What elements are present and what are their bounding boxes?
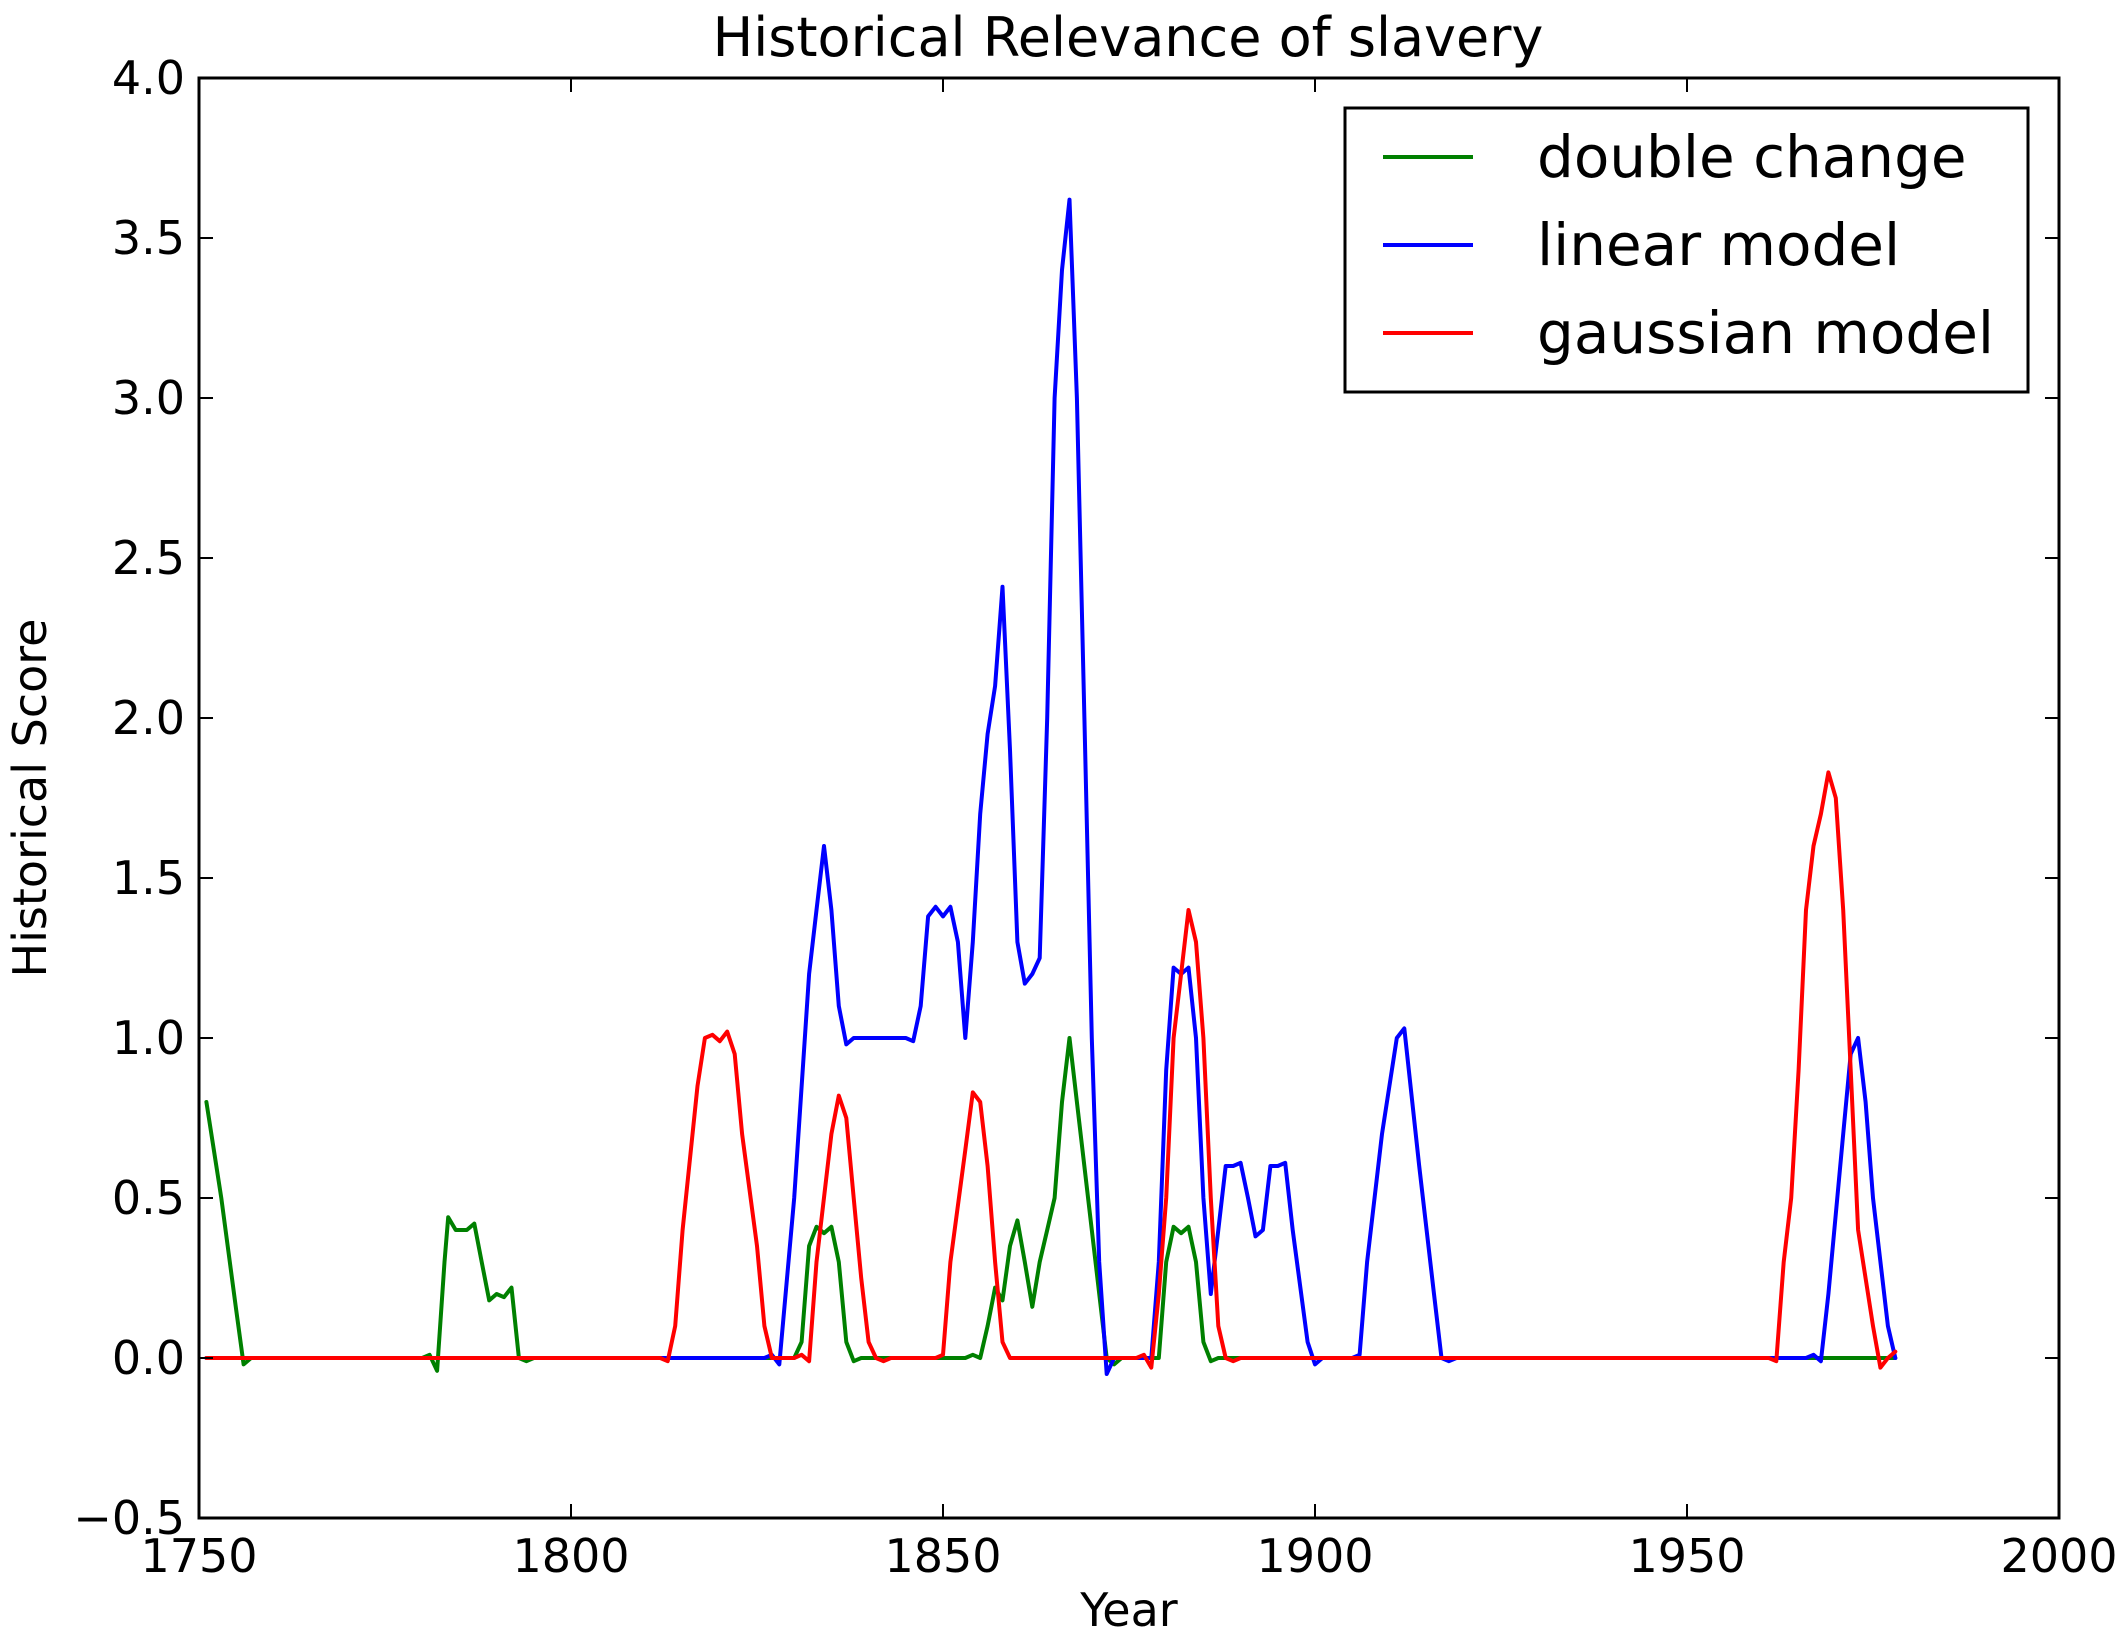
x-tick-label: 1900 — [1256, 1529, 1373, 1583]
y-tick-label: 3.5 — [112, 211, 185, 265]
x-axis-label: Year — [1079, 1583, 1177, 1637]
y-axis-label: Historical Score — [3, 619, 57, 978]
legend-label-double-change: double change — [1537, 123, 1967, 191]
y-tick-label: 2.0 — [112, 691, 185, 745]
legend-label-linear-model: linear model — [1537, 211, 1900, 279]
ticks-layer: 1750 1800 1850 1900 1950 2000 −0.5 0.0 0.5 1.0 1.5… — [73, 51, 2117, 1583]
x-tick-label: 1750 — [140, 1529, 257, 1583]
legend-items: double change linear model gaussian model — [1383, 123, 1994, 367]
y-tick-label: 2.5 — [112, 531, 185, 585]
series-layer — [204, 197, 1898, 1376]
y-tick-label: 3.0 — [112, 371, 185, 425]
x-tick-label: 1950 — [1628, 1529, 1745, 1583]
y-tick-label: 4.0 — [112, 51, 185, 105]
x-tick-label: 1850 — [884, 1529, 1001, 1583]
plot-frame — [197, 76, 2061, 1520]
y-tick-label: 0.5 — [112, 1171, 185, 1225]
chart-title: Historical Relevance of slavery — [713, 6, 1544, 69]
x-tick-label: 1800 — [512, 1529, 629, 1583]
legend: double change linear model gaussian model — [1343, 106, 2030, 394]
y-tick-label: 1.0 — [112, 1011, 185, 1065]
y-tick-label: 1.5 — [112, 851, 185, 905]
series-line-gaussian-model — [204, 770, 1898, 1370]
x-tick-label: 2000 — [2000, 1529, 2117, 1583]
y-tick-label: −0.5 — [73, 1491, 185, 1545]
legend-label-gaussian-model: gaussian model — [1537, 299, 1994, 367]
y-tick-label: 0.0 — [112, 1331, 185, 1385]
series-line-linear-model — [204, 197, 1898, 1376]
plot-area: 1750 1800 1850 1900 1950 2000 −0.5 0.0 0.5 1.0 1.5… — [73, 51, 2117, 1583]
